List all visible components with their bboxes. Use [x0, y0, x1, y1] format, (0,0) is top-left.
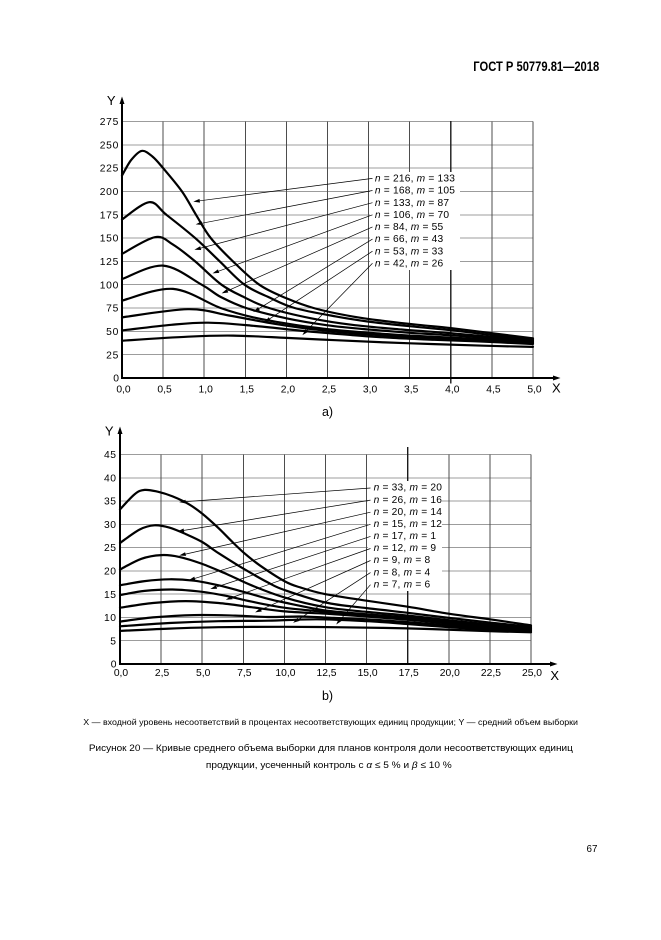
- svg-text:5,0: 5,0: [527, 384, 542, 395]
- svg-text:12,5: 12,5: [316, 668, 336, 679]
- svg-text:10,0: 10,0: [275, 668, 295, 679]
- svg-text:125: 125: [100, 257, 119, 268]
- svg-text:0,0: 0,0: [114, 668, 129, 679]
- svg-text:3,0: 3,0: [363, 384, 378, 395]
- svg-text:250: 250: [100, 140, 119, 151]
- svg-text:15,0: 15,0: [358, 668, 378, 679]
- svg-text:20: 20: [104, 566, 116, 577]
- svg-text:15: 15: [104, 590, 116, 601]
- svg-text:n = 53, m = 33: n = 53, m = 33: [375, 246, 444, 257]
- svg-text:5: 5: [110, 636, 116, 647]
- svg-text:n = 33, m = 20: n = 33, m = 20: [374, 483, 443, 494]
- svg-text:n = 84, m = 55: n = 84, m = 55: [375, 222, 444, 233]
- svg-text:n = 15, m = 12: n = 15, m = 12: [374, 519, 443, 530]
- svg-text:3,5: 3,5: [404, 384, 419, 395]
- svg-text:b): b): [322, 689, 333, 703]
- svg-text:n = 168, m = 105: n = 168, m = 105: [375, 186, 455, 197]
- svg-text:n = 133, m = 87: n = 133, m = 87: [375, 198, 450, 209]
- svg-text:n = 216, m = 133: n = 216, m = 133: [375, 174, 455, 185]
- svg-text:n = 17, m = 1: n = 17, m = 1: [374, 531, 437, 542]
- svg-text:225: 225: [100, 164, 119, 175]
- svg-text:50: 50: [106, 327, 119, 338]
- svg-text:35: 35: [104, 497, 116, 508]
- svg-text:22,5: 22,5: [481, 668, 501, 679]
- svg-text:n = 8, m = 4: n = 8, m = 4: [374, 567, 431, 578]
- svg-text:25: 25: [104, 543, 116, 554]
- svg-text:Y: Y: [105, 424, 114, 439]
- svg-text:n = 12, m = 9: n = 12, m = 9: [374, 543, 437, 554]
- svg-text:2,5: 2,5: [322, 384, 337, 395]
- svg-text:X: X: [552, 381, 561, 396]
- svg-text:4,5: 4,5: [486, 384, 501, 395]
- svg-text:Y: Y: [107, 93, 116, 108]
- svg-text:7,5: 7,5: [237, 668, 252, 679]
- svg-text:X: X: [550, 668, 559, 683]
- svg-text:100: 100: [100, 280, 119, 291]
- svg-text:n = 42, m = 26: n = 42, m = 26: [375, 258, 444, 269]
- svg-text:10: 10: [104, 613, 116, 624]
- svg-text:5,0: 5,0: [196, 668, 211, 679]
- svg-text:2,5: 2,5: [155, 668, 170, 679]
- svg-text:ГОСТ Р 50779.81—2018: ГОСТ Р 50779.81—2018: [473, 59, 599, 74]
- svg-text:n = 9, m = 8: n = 9, m = 8: [374, 555, 431, 566]
- svg-text:67: 67: [587, 844, 598, 855]
- svg-text:275: 275: [100, 117, 119, 128]
- svg-text:2,0: 2,0: [281, 384, 296, 395]
- svg-text:4,0: 4,0: [445, 384, 460, 395]
- svg-text:40: 40: [104, 473, 116, 484]
- svg-text:175: 175: [100, 210, 119, 221]
- svg-text:45: 45: [104, 450, 116, 461]
- svg-text:0,0: 0,0: [116, 384, 131, 395]
- svg-text:а): а): [322, 405, 333, 419]
- svg-text:n = 20, m = 14: n = 20, m = 14: [374, 507, 443, 518]
- svg-text:n = 106, m = 70: n = 106, m = 70: [375, 210, 450, 221]
- svg-text:25: 25: [106, 350, 119, 361]
- svg-text:0: 0: [111, 660, 117, 671]
- svg-text:200: 200: [100, 187, 119, 198]
- svg-text:30: 30: [104, 520, 116, 531]
- svg-text:20,0: 20,0: [440, 668, 460, 679]
- svg-text:n = 66, m = 43: n = 66, m = 43: [375, 234, 444, 245]
- svg-text:17,5: 17,5: [399, 668, 419, 679]
- svg-text:25,0: 25,0: [522, 668, 542, 679]
- svg-text:75: 75: [106, 304, 119, 315]
- svg-text:1,5: 1,5: [240, 384, 255, 395]
- svg-text:0: 0: [113, 374, 119, 385]
- svg-text:продукции, усеченный контроль: продукции, усеченный контроль с α ≤ 5 % …: [206, 759, 452, 770]
- svg-text:Рисунок 20 — Кривые среднего о: Рисунок 20 — Кривые среднего объема выбо…: [89, 742, 574, 753]
- svg-text:1,0: 1,0: [199, 384, 214, 395]
- svg-text:150: 150: [100, 234, 119, 245]
- svg-text:X — входной уровень несоответс: X — входной уровень несоответствий в про…: [83, 717, 578, 727]
- svg-text:n = 7, m = 6: n = 7, m = 6: [374, 579, 431, 590]
- svg-text:0,5: 0,5: [157, 384, 172, 395]
- svg-text:n = 26, m = 16: n = 26, m = 16: [374, 495, 443, 506]
